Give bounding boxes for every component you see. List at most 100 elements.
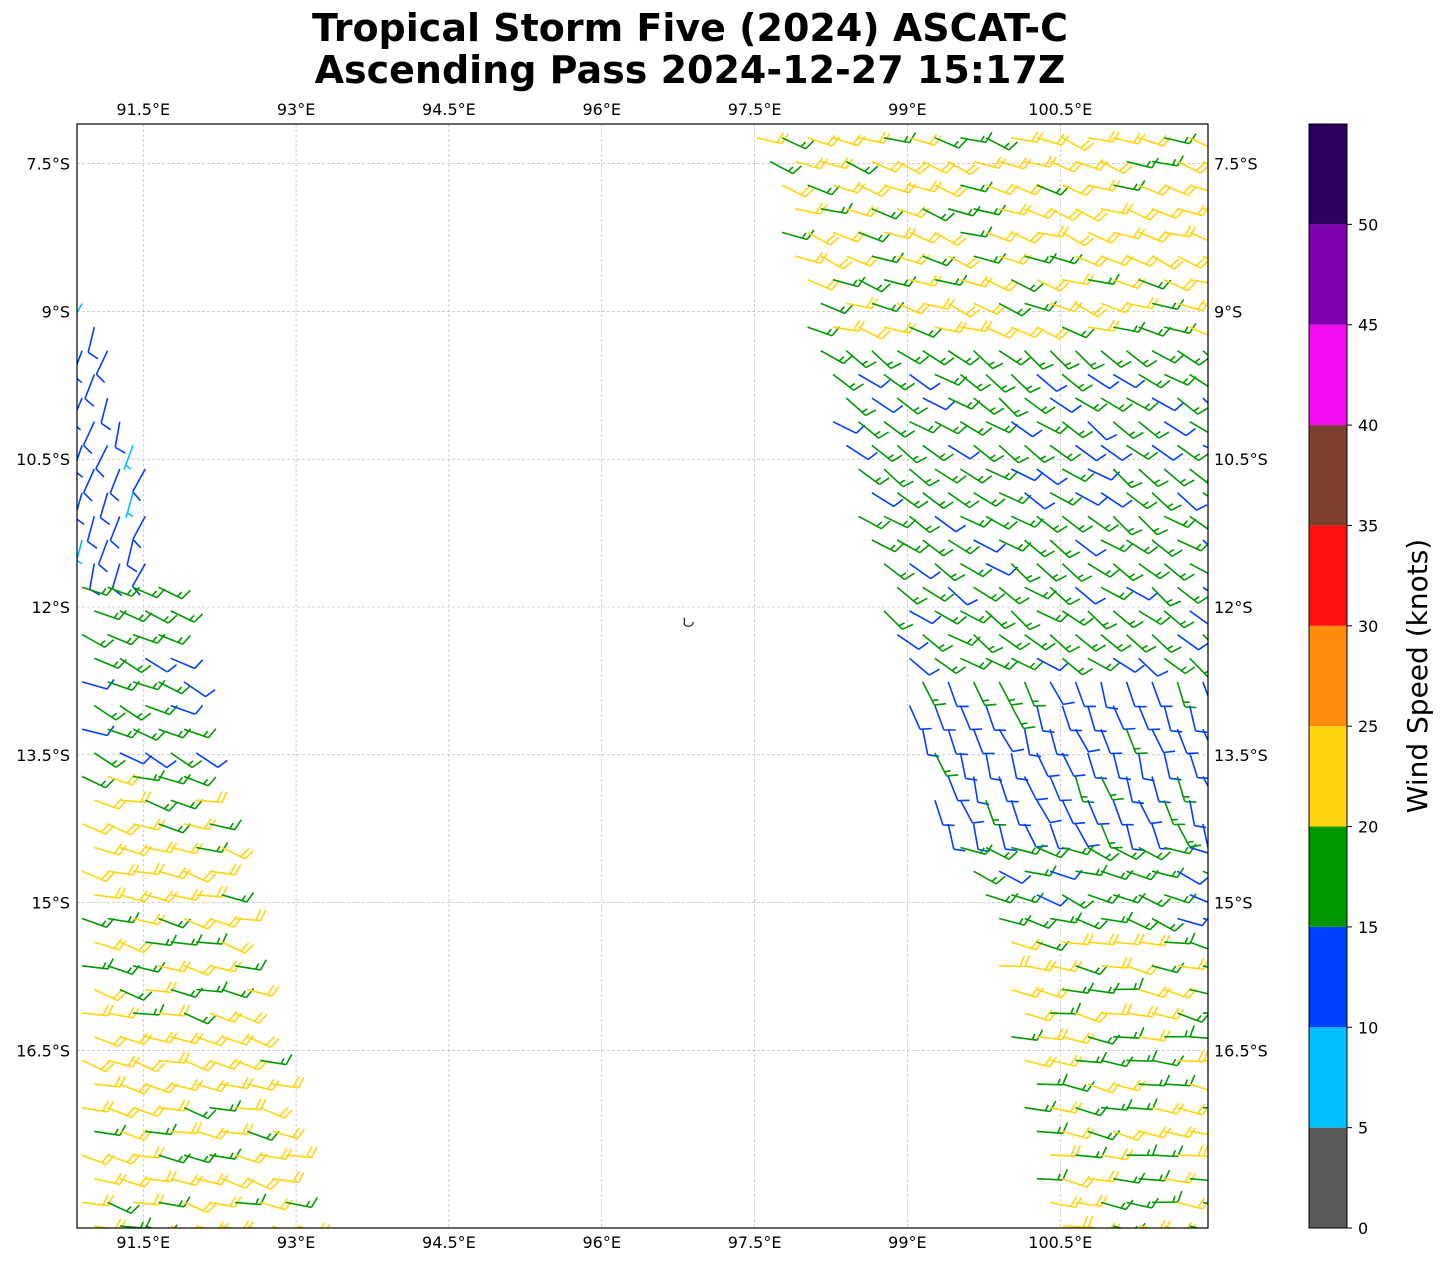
wind-barb [1189, 137, 1208, 148]
colorbar-tick-label: 30 [1358, 617, 1378, 636]
wind-barb [998, 633, 1031, 651]
wind-barb [1126, 1144, 1158, 1157]
wind-barb [221, 941, 255, 954]
wind-barb [132, 1059, 166, 1073]
wind-barb [960, 657, 993, 670]
wind-barb [934, 562, 966, 582]
wind-barb [871, 350, 902, 370]
lat-tick-label-left: 12°S [31, 598, 70, 617]
wind-barb [82, 958, 114, 970]
lon-tick-label-top: 96°E [583, 100, 621, 119]
lon-tick-label-top: 91.5°E [116, 100, 170, 119]
wind-barb [959, 752, 978, 781]
wind-barb [1112, 468, 1143, 489]
wind-barb [1087, 130, 1120, 143]
wind-barb [1126, 208, 1159, 221]
wind-barb [972, 728, 995, 755]
wind-barb [145, 981, 178, 994]
colorbar-segment [1309, 425, 1347, 526]
wind-barb [132, 769, 166, 782]
wind-barb [1074, 350, 1105, 370]
wind-barb [1075, 302, 1108, 318]
wind-barb [158, 1196, 191, 1208]
wind-barb [896, 444, 928, 464]
colorbar-segment [1309, 826, 1347, 927]
wind-barb [81, 1194, 115, 1207]
wind-barb [1061, 894, 1095, 909]
wind-barb [1189, 657, 1208, 678]
wind-barb [1061, 373, 1093, 392]
wind-barb [86, 516, 98, 549]
wind-barb [896, 160, 930, 175]
wind-barb [1112, 1079, 1146, 1092]
wind-barb [934, 231, 967, 247]
wind-barb [947, 539, 980, 555]
wind-barb [1189, 184, 1208, 192]
wind-barb [1113, 321, 1146, 333]
wind-barb [1176, 681, 1197, 709]
wind-barb [1126, 157, 1159, 169]
wind-barb [1023, 681, 1047, 707]
lon-tick-label-bottom: 96°E [583, 1233, 621, 1252]
wind-barb [1061, 421, 1094, 439]
wind-barb [1176, 350, 1208, 366]
wind-barb [781, 137, 815, 150]
wind-barb [947, 350, 980, 366]
wind-barb [1011, 1029, 1044, 1041]
lon-tick-label-bottom: 91.5°E [116, 1233, 170, 1252]
wind-barb [1061, 137, 1095, 152]
wind-barb [1049, 1101, 1083, 1114]
wind-barb [857, 421, 890, 439]
wind-barb [158, 823, 192, 834]
wind-barb [132, 679, 166, 691]
wind-barb [1024, 397, 1056, 415]
wind-barb [1100, 202, 1134, 215]
wind-barb [832, 181, 866, 194]
colorbar-segment [1309, 124, 1347, 225]
wind-barb [1049, 208, 1083, 222]
wind-barb [246, 984, 280, 997]
wind-barb [846, 296, 879, 310]
wind-barb [934, 468, 967, 484]
wind-barb [1164, 225, 1197, 238]
wind-barb [1202, 1059, 1208, 1062]
wind-barb [1100, 539, 1134, 553]
wind-barb [1138, 894, 1172, 908]
wind-barb [1024, 1100, 1057, 1113]
wind-barb [1010, 278, 1044, 293]
wind-barb [922, 350, 955, 366]
wind-barb [998, 914, 1032, 926]
wind-barb [95, 350, 109, 384]
wind-barb [1036, 986, 1070, 999]
wind-barb [209, 1148, 242, 1160]
wind-barb [998, 728, 1025, 753]
wind-barb [947, 255, 981, 269]
wind-barb [158, 1153, 192, 1164]
wind-barb [1062, 1127, 1095, 1140]
wind-barb [1010, 610, 1041, 631]
wind-barb [973, 444, 1005, 463]
colorbar-segment [1309, 1127, 1347, 1228]
wind-barb [1125, 776, 1144, 805]
wind-barb [871, 397, 904, 414]
wind-barb [1151, 586, 1182, 607]
wind-barb [1126, 1005, 1159, 1018]
colorbar-tick-label: 10 [1358, 1018, 1378, 1037]
wind-barb [183, 870, 217, 883]
wind-barb [285, 1146, 318, 1159]
wind-barb [1061, 184, 1095, 197]
wind-barb [1113, 977, 1144, 991]
wind-barb [107, 633, 141, 646]
wind-barb [145, 934, 178, 947]
wind-barb [985, 468, 1019, 481]
wind-barb [119, 1032, 153, 1045]
chart-title-line-2: Ascending Pass 2024-12-27 15:17Z [314, 48, 1066, 92]
wind-barb [908, 468, 940, 487]
wind-barb [947, 444, 980, 460]
wind-barb [922, 586, 955, 602]
wind-barb [1126, 492, 1158, 510]
wind-barb [1126, 350, 1158, 368]
lon-tick-label-top: 100.5°E [1028, 100, 1092, 119]
wind-barb [858, 278, 891, 293]
wind-barb [1024, 539, 1055, 558]
